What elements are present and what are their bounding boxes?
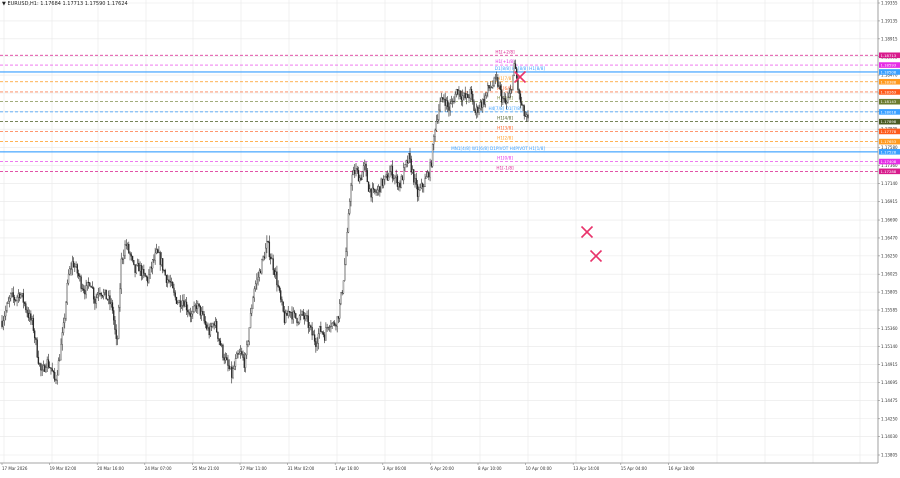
level-label: H1[3/8] <box>497 125 513 130</box>
price-tag <box>879 109 900 115</box>
svg-text:1.17778: 1.17778 <box>881 129 897 134</box>
dropdown-triangle-icon[interactable]: ▼ <box>2 1 6 7</box>
price-tag <box>879 62 900 68</box>
price-tick: 1.16025 <box>881 272 898 277</box>
time-tick: 8 Apr 10:00 <box>478 466 502 471</box>
time-tick: 1 Apr 16:00 <box>335 466 359 471</box>
price-tick: 1.17360 <box>881 163 898 168</box>
time-tick: 24 Mar 07:00 <box>145 466 172 471</box>
time-tick: 19 Mar 02:00 <box>50 466 77 471</box>
price-tag <box>879 148 900 155</box>
svg-text:1.17408: 1.17408 <box>881 159 897 164</box>
price-tick: 1.15140 <box>881 344 898 349</box>
price-tick: 1.16470 <box>881 235 898 240</box>
price-tag <box>879 78 900 85</box>
price-tick: 1.16690 <box>881 218 898 223</box>
time-tick: 20 Mar 16:00 <box>97 466 124 471</box>
svg-text:1.18018: 1.18018 <box>881 109 897 114</box>
time-tick: 17 Mar 2026 <box>2 466 28 471</box>
price-tick: 1.14915 <box>881 362 898 367</box>
svg-text:1.18508: 1.18508 <box>881 69 897 74</box>
svg-text:1.18593: 1.18593 <box>881 63 897 68</box>
ohlc-values: 1.17684 1.17713 1.17590 1.17624 <box>40 1 128 7</box>
level-label: H1[7/8] <box>497 76 513 81</box>
price-tick: 1.17580 <box>881 145 898 150</box>
time-tick: 15 Apr 04:00 <box>621 466 648 471</box>
time-tick: 13 Apr 14:00 <box>573 466 600 471</box>
price-tick: 1.16915 <box>881 199 898 204</box>
time-tick: 25 Mar 21:00 <box>192 466 219 471</box>
svg-text:1.17288: 1.17288 <box>881 169 897 174</box>
level-label: H1[2/8] <box>497 136 513 141</box>
price-tick: 1.18470 <box>881 73 898 78</box>
price-tick: 1.14475 <box>881 398 898 403</box>
level-label: H4[7/8] D1[7/8] <box>488 106 521 111</box>
price-tag <box>879 98 900 105</box>
level-label: H1[6/8] <box>497 86 513 91</box>
price-tick: 1.18915 <box>881 36 898 41</box>
symbol-timeframe: EURUSD,H1 <box>7 1 37 7</box>
time-tick: 6 Apr 20:00 <box>430 466 454 471</box>
time-tick: 10 Apr 00:00 <box>526 466 553 471</box>
price-tag <box>879 138 900 145</box>
price-tick: 1.15585 <box>881 308 898 313</box>
price-tick: 1.14030 <box>881 434 898 439</box>
price-tick: 1.19135 <box>881 18 898 23</box>
price-axis[interactable]: 1.193551.191351.189151.186951.184701.182… <box>877 0 900 474</box>
x-marker-icon[interactable] <box>589 249 603 263</box>
price-tick: 1.14695 <box>881 380 898 385</box>
svg-text:1.18143: 1.18143 <box>881 99 897 104</box>
x-marker-icon[interactable] <box>580 225 594 239</box>
time-tick: 27 Mar 11:00 <box>240 466 267 471</box>
price-tick: 1.15360 <box>881 326 898 331</box>
price-tag <box>879 52 900 59</box>
level-label: H1[4/8] <box>497 116 513 121</box>
level-lines: H1[+2/8] H1[+1/8] D1[8/8] H4[8/8] H1[8/8] H… <box>0 49 878 172</box>
price-tick: 1.14250 <box>881 416 898 421</box>
price-tick: 1.17140 <box>881 181 898 186</box>
price-tag <box>879 168 900 175</box>
time-axis[interactable]: 17 Mar 2026 19 Mar 02:00 20 Mar 16:00 24 Ma… <box>0 462 878 471</box>
level-label: D1[8/8] H4[8/8] H1[8/8] <box>495 66 546 71</box>
price-tick: 1.13805 <box>881 453 898 458</box>
price-tick: 1.19355 <box>881 1 898 6</box>
chart-header: ▼ EURUSD,H1: 1.17684 1.17713 1.17590 1.1… <box>2 1 128 7</box>
level-label: H1[-1/8] <box>496 165 514 170</box>
level-label: H1[0/8] <box>497 156 513 161</box>
svg-text:1.17653: 1.17653 <box>881 139 897 144</box>
grid <box>0 0 878 463</box>
level-label: H1[+2/8] <box>495 49 515 54</box>
header-sep: : <box>36 1 39 7</box>
level-label: H1[+1/8] <box>495 59 515 64</box>
price-tag <box>879 158 900 165</box>
candles <box>1 59 529 385</box>
svg-text:1.17898: 1.17898 <box>881 119 897 124</box>
price-tag <box>879 69 900 75</box>
price-tag <box>879 118 900 125</box>
price-tag <box>879 128 900 135</box>
svg-text:1.17528: 1.17528 <box>881 149 897 154</box>
time-tick: 16 Apr 18:00 <box>668 466 695 471</box>
price-tag <box>879 89 900 95</box>
price-tick: 1.16250 <box>881 253 898 258</box>
x-marker-icon[interactable] <box>513 70 527 84</box>
level-label: MN1[4/8] W1[6/8] D1PIVOT H4PIVOT H1[1/8] <box>451 146 545 151</box>
svg-text:1.18713: 1.18713 <box>881 53 897 58</box>
svg-text:1.18263: 1.18263 <box>881 89 897 94</box>
price-tick: 1.15805 <box>881 290 898 295</box>
svg-text:1.18388: 1.18388 <box>881 79 897 84</box>
time-tick: 31 Mar 02:00 <box>288 466 315 471</box>
time-tick: 3 Apr 06:00 <box>383 466 407 471</box>
